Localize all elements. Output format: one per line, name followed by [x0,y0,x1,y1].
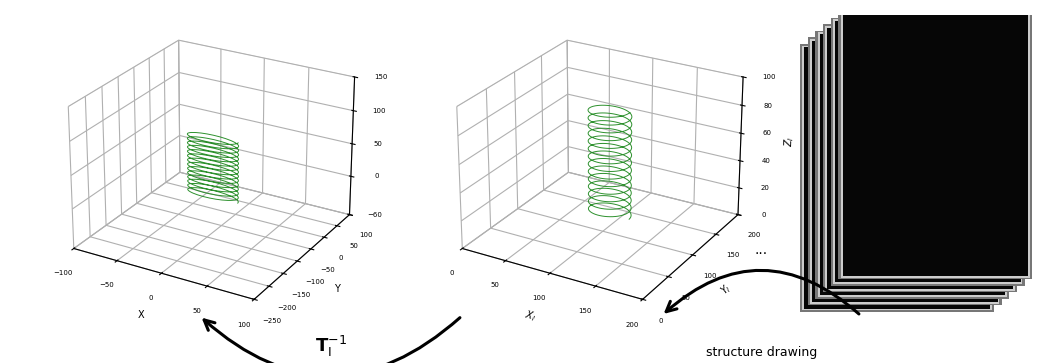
Bar [835,21,1021,282]
Circle shape [853,136,923,220]
Y-axis label: Y: Y [335,284,340,294]
Bar [827,28,1013,289]
Bar [841,13,1030,277]
Text: ...: ... [755,244,768,257]
X-axis label: $X_I$: $X_I$ [523,307,537,323]
Bar [810,39,1000,303]
X-axis label: X: X [138,310,145,321]
Text: structure drawing: structure drawing [706,346,817,359]
Bar [807,37,1002,305]
Bar [804,47,990,309]
Bar [800,44,994,312]
Bar [812,41,997,302]
Text: $\mathbf{T}_\mathrm{I}^{-1}$: $\mathbf{T}_\mathrm{I}^{-1}$ [315,334,346,359]
Bar [838,11,1032,279]
Bar [833,19,1023,284]
Bar [842,15,1028,276]
Bar [802,45,992,310]
Bar [831,18,1025,286]
Bar [818,32,1007,297]
Bar [816,31,1009,299]
Y-axis label: $Y_I$: $Y_I$ [717,281,734,298]
Bar [823,24,1017,292]
Bar [825,26,1014,290]
Bar [820,34,1005,295]
